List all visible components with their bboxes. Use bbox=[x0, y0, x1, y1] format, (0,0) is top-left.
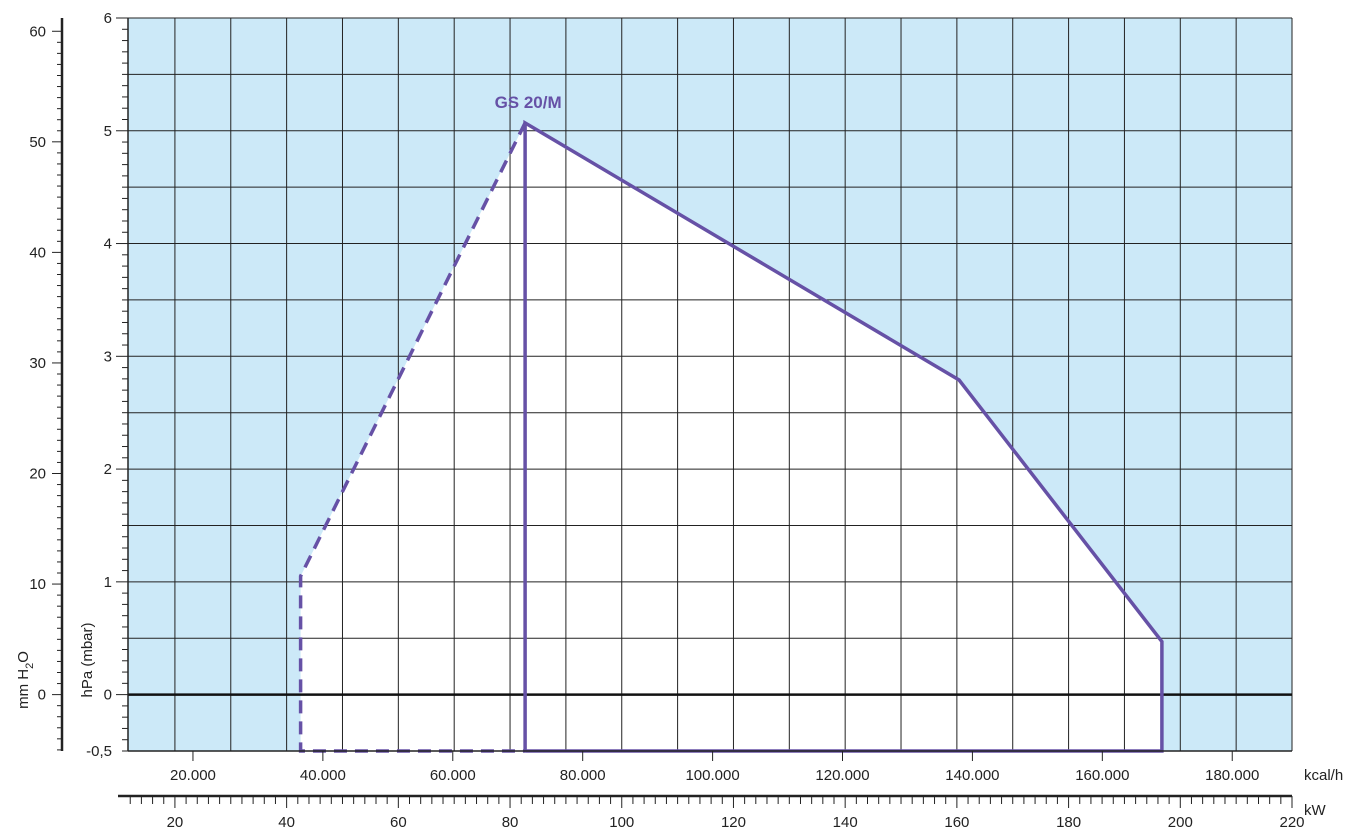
kw-tick-label: 200 bbox=[1168, 814, 1193, 831]
kw-tick-label: 80 bbox=[502, 814, 519, 831]
kw-tick-label: 220 bbox=[1279, 814, 1304, 831]
kw-unit-label: kW bbox=[1304, 802, 1327, 819]
kcal-tick-label: 160.000 bbox=[1075, 767, 1129, 784]
kcal-tick-label: 120.000 bbox=[815, 767, 869, 784]
kw-tick-label: 180 bbox=[1056, 814, 1081, 831]
grid bbox=[128, 17, 1293, 751]
hpa-tick-label: -0,5 bbox=[86, 743, 112, 760]
hpa-tick-label: 4 bbox=[104, 236, 112, 253]
mmh2o-tick-label: 50 bbox=[29, 134, 46, 151]
kw-tick-label: 120 bbox=[721, 814, 746, 831]
hpa-tick-label: 1 bbox=[104, 574, 112, 591]
hpa-tick-label: 3 bbox=[104, 348, 112, 365]
kcal-unit-label: kcal/h bbox=[1304, 767, 1343, 784]
hpa-tick-label: 2 bbox=[104, 461, 112, 478]
kw-tick-label: 40 bbox=[278, 814, 295, 831]
kcal-tick-label: 100.000 bbox=[685, 767, 739, 784]
kcal-tick-label: 40.000 bbox=[300, 767, 346, 784]
kw-tick-label: 140 bbox=[833, 814, 858, 831]
kcal-tick-label: 60.000 bbox=[430, 767, 476, 784]
labels: GS 20/M hPa (mbar) mm H2O kcal/h kW bbox=[15, 93, 1343, 819]
mmh2o-tick-label: 20 bbox=[29, 465, 46, 482]
mmh2o-tick-label: 0 bbox=[38, 687, 46, 704]
mmh2o-axis-label: mm H2O bbox=[15, 651, 36, 709]
mmh2o-tick-label: 40 bbox=[29, 244, 46, 261]
hpa-axis-label: hPa (mbar) bbox=[79, 622, 96, 697]
hpa-tick-label: 5 bbox=[104, 123, 112, 140]
working-area bbox=[300, 122, 1162, 751]
kw-tick-label: 20 bbox=[167, 814, 184, 831]
hpa-tick-label: 6 bbox=[104, 10, 112, 27]
working-field-dashed-curve bbox=[298, 122, 527, 753]
kcal-tick-label: 180.000 bbox=[1205, 767, 1259, 784]
kcal-tick-label: 140.000 bbox=[945, 767, 999, 784]
kw-tick-label: 60 bbox=[390, 814, 407, 831]
mmh2o-tick-label: 60 bbox=[29, 23, 46, 40]
mmh2o-tick-label: 10 bbox=[29, 576, 46, 593]
working-area-fill bbox=[300, 122, 1162, 751]
kcal-tick-label: 20.000 bbox=[170, 767, 216, 784]
kw-tick-label: 100 bbox=[609, 814, 634, 831]
series-label: GS 20/M bbox=[495, 93, 562, 112]
mmh2o-tick-label: 30 bbox=[29, 355, 46, 372]
hpa-tick-label: 0 bbox=[104, 687, 112, 704]
kcal-tick-label: 80.000 bbox=[560, 767, 606, 784]
kw-tick-label: 160 bbox=[944, 814, 969, 831]
